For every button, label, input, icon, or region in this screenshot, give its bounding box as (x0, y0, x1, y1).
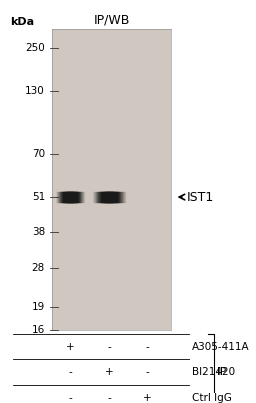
Text: -: - (107, 342, 111, 352)
Text: +: + (105, 367, 113, 377)
Text: -: - (145, 342, 149, 352)
Text: +: + (66, 342, 74, 352)
Text: Ctrl IgG: Ctrl IgG (192, 393, 232, 403)
Text: IP: IP (217, 367, 226, 377)
Text: -: - (68, 367, 72, 377)
Text: -: - (145, 367, 149, 377)
Text: 16: 16 (32, 325, 45, 335)
Text: 38: 38 (32, 227, 45, 237)
Text: -: - (107, 393, 111, 403)
Text: -: - (68, 393, 72, 403)
Text: 28: 28 (32, 262, 45, 272)
Text: A305-411A: A305-411A (192, 342, 249, 352)
Text: 19: 19 (32, 301, 45, 312)
Text: IP/WB: IP/WB (93, 13, 130, 26)
Text: 130: 130 (25, 86, 45, 96)
Text: kDa: kDa (10, 17, 35, 27)
Text: 250: 250 (25, 44, 45, 53)
Text: IST1: IST1 (187, 191, 214, 204)
Text: 70: 70 (32, 149, 45, 159)
Text: 51: 51 (32, 192, 45, 202)
Text: +: + (143, 393, 151, 403)
Bar (52, 29, 171, 330)
Text: BI21420: BI21420 (192, 367, 235, 377)
